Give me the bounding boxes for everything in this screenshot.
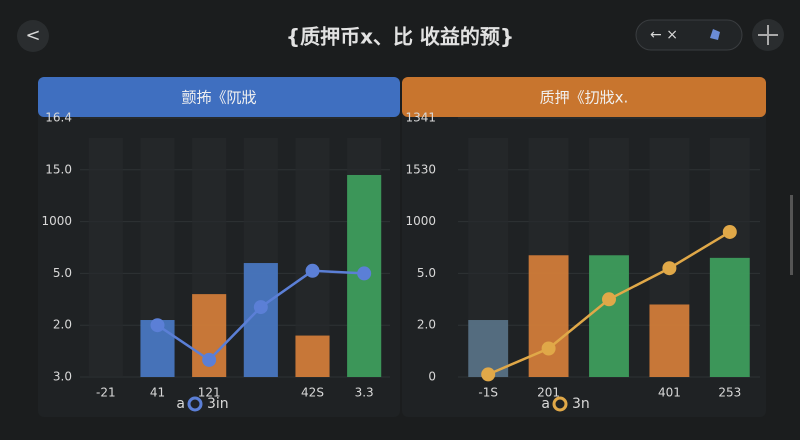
y-tick-label: 1000 — [41, 214, 72, 228]
x-tick-label: 253 — [718, 386, 741, 400]
x-tick-label: -21 — [96, 386, 116, 400]
scrollbar — [790, 195, 793, 275]
y-tick-label: 3.0 — [53, 370, 72, 384]
line-point — [202, 352, 217, 367]
bar — [589, 255, 629, 377]
line-point — [541, 341, 556, 356]
y-tick-label: 16.4 — [45, 111, 72, 125]
y-tick-label: 5.0 — [53, 266, 72, 280]
bar-shadow — [88, 138, 123, 377]
bar — [709, 257, 750, 377]
y-tick-label: 0 — [428, 370, 436, 384]
y-tick-label: 2.0 — [417, 318, 436, 332]
settings-icon[interactable] — [758, 25, 778, 45]
line-point — [602, 292, 616, 307]
panel-title: 质押《㧅戕x. — [540, 89, 629, 107]
panel-title: 颤抪《阢戕 — [181, 89, 256, 107]
x-tick-label: 121 — [198, 386, 221, 400]
line-point — [722, 224, 737, 239]
line-point — [253, 300, 268, 315]
legend-label: a — [176, 396, 185, 412]
x-tick-label: 201 — [537, 386, 560, 400]
y-tick-label: 1530 — [405, 162, 436, 176]
legend-label: 3in — [207, 396, 229, 412]
y-tick-label: 15.0 — [45, 162, 72, 176]
legend-label: 3n — [572, 396, 590, 412]
pill-icon[interactable] — [710, 29, 720, 40]
line-point — [150, 318, 165, 333]
line-point — [305, 263, 320, 278]
y-tick-label: 1341 — [405, 111, 436, 125]
toolbar-pill[interactable] — [635, 19, 743, 51]
y-tick-label: 5.0 — [417, 266, 436, 280]
legend-marker — [187, 396, 203, 412]
x-tick-label: -1S — [478, 386, 498, 400]
page-title: {质押币x、比 收益的预} — [286, 25, 514, 49]
x-tick-label: 3.3 — [355, 386, 374, 400]
x-tick-label: 401 — [658, 386, 681, 400]
back-button[interactable] — [17, 20, 49, 52]
x-tick-label: 41 — [150, 386, 165, 400]
bar — [528, 255, 569, 377]
line-point — [357, 266, 372, 281]
line-point — [481, 367, 496, 382]
panel-header — [38, 77, 400, 117]
legend-label: a — [541, 396, 550, 412]
panel-header — [402, 77, 766, 117]
x-tick-label: 42S — [301, 386, 324, 400]
y-tick-label: 2.0 — [53, 318, 72, 332]
bar — [295, 335, 330, 377]
pill-text[interactable]: ← × — [650, 27, 678, 43]
line-point — [662, 261, 677, 276]
y-tick-label: 1000 — [405, 214, 436, 228]
bar — [649, 304, 690, 377]
back-icon[interactable]: < — [25, 25, 40, 46]
legend-marker — [552, 396, 568, 412]
